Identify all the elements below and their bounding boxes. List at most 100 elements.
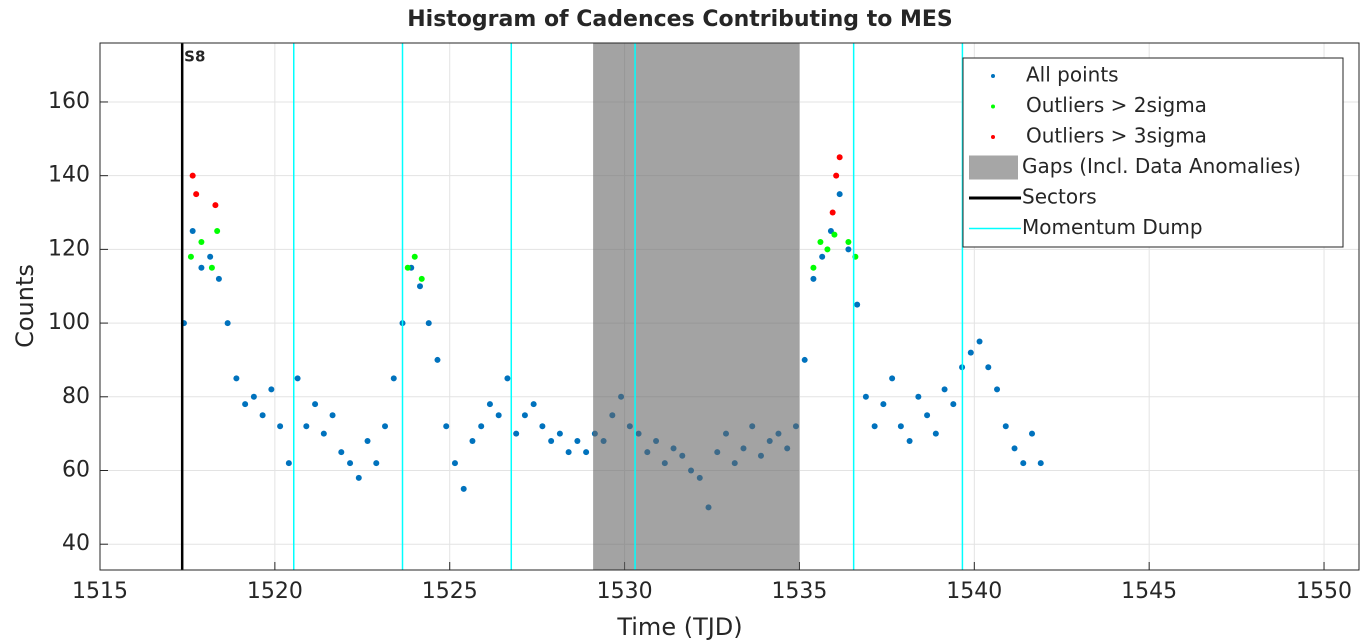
data-point	[897, 423, 904, 430]
data-point	[880, 401, 887, 408]
data-point	[451, 460, 458, 467]
axes-box	[99, 42, 1360, 571]
data-point	[460, 485, 467, 492]
legend-label: Gaps (Incl. Data Anomalies)	[1022, 154, 1301, 178]
data-point	[478, 423, 485, 430]
data-point	[320, 430, 327, 437]
data-point	[889, 375, 896, 382]
legend-marker	[969, 155, 1018, 180]
data-point	[425, 320, 432, 327]
data-point	[1029, 430, 1036, 437]
data-point	[915, 393, 922, 400]
data-point	[539, 423, 546, 430]
data-point	[233, 375, 240, 382]
x-tick-label: 1520	[247, 579, 303, 604]
data-point	[1037, 460, 1044, 467]
data-point	[924, 412, 931, 419]
legend-marker	[991, 74, 995, 78]
legend-label: Momentum Dump	[1022, 215, 1203, 239]
gap-region	[593, 43, 800, 570]
data-point	[824, 246, 831, 253]
data-point	[312, 401, 319, 408]
data-point	[976, 338, 983, 345]
legend-label: Outliers > 2sigma	[1026, 93, 1207, 117]
data-point	[871, 423, 878, 430]
data-point	[495, 412, 502, 419]
data-point	[189, 227, 196, 234]
data-point	[215, 275, 222, 282]
data-point	[187, 253, 194, 260]
data-point	[329, 412, 336, 419]
data-point	[862, 393, 869, 400]
data-point	[294, 375, 301, 382]
y-tick-label: 120	[48, 236, 90, 261]
x-axis-label: Time (TJD)	[616, 613, 742, 641]
legend-marker	[991, 135, 995, 139]
data-point	[819, 253, 826, 260]
data-point	[836, 154, 843, 161]
data-point	[565, 449, 572, 456]
data-point	[967, 349, 974, 356]
data-point	[189, 172, 196, 179]
data-point	[390, 375, 397, 382]
chart-title: Histogram of Cadences Contributing to ME…	[407, 7, 953, 32]
data-point	[285, 460, 292, 467]
y-axis-label: Counts	[11, 264, 39, 348]
data-point	[906, 438, 913, 445]
data-point	[416, 283, 423, 290]
data-point	[277, 423, 284, 430]
data-point	[193, 191, 200, 198]
data-point	[268, 386, 275, 393]
data-point	[364, 438, 371, 445]
data-point	[1011, 445, 1018, 452]
y-tick-label: 40	[62, 531, 90, 556]
data-point	[831, 231, 838, 238]
data-point	[411, 253, 418, 260]
data-point	[208, 264, 215, 271]
data-point	[810, 264, 817, 271]
data-point	[212, 202, 219, 209]
legend-marker	[991, 104, 995, 109]
data-point	[347, 460, 354, 467]
data-point	[1020, 460, 1027, 467]
y-tick-label: 160	[48, 89, 90, 114]
data-point	[817, 239, 824, 246]
data-point	[214, 227, 221, 234]
data-point	[801, 356, 808, 363]
data-point	[198, 239, 205, 246]
data-point	[418, 275, 425, 282]
data-point	[242, 401, 249, 408]
sector-label: S8	[184, 48, 205, 66]
y-tick-label: 80	[62, 384, 90, 409]
x-tick-label: 1535	[771, 579, 827, 604]
data-point	[810, 275, 817, 282]
data-point	[836, 191, 843, 198]
data-point	[404, 264, 411, 271]
data-point	[434, 356, 441, 363]
data-point	[338, 449, 345, 456]
x-tick-label: 1545	[1121, 579, 1177, 604]
data-point	[198, 264, 205, 271]
data-point	[486, 401, 493, 408]
legend-label: Outliers > 3sigma	[1026, 124, 1207, 148]
data-point	[985, 364, 992, 371]
data-point	[259, 412, 266, 419]
data-point	[950, 401, 957, 408]
legend-box	[962, 57, 1344, 248]
data-point	[355, 474, 362, 481]
data-point	[845, 239, 852, 246]
data-point	[224, 320, 231, 327]
data-point	[829, 209, 836, 216]
data-point	[994, 386, 1001, 393]
data-point	[574, 438, 581, 445]
legend: All points Outliers > 2sigma Outliers > 3s…	[962, 57, 1344, 248]
y-tick-label: 140	[48, 163, 90, 188]
data-point	[303, 423, 310, 430]
x-tick-label: 1530	[597, 579, 653, 604]
data-point	[845, 246, 852, 253]
data-point	[521, 412, 528, 419]
x-tick-label: 1540	[946, 579, 1002, 604]
x-tick-label: 1525	[422, 579, 478, 604]
data-point	[583, 449, 590, 456]
data-point	[382, 423, 389, 430]
